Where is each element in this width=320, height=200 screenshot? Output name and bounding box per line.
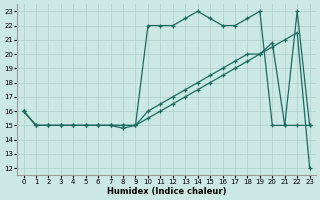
X-axis label: Humidex (Indice chaleur): Humidex (Indice chaleur) — [107, 187, 226, 196]
